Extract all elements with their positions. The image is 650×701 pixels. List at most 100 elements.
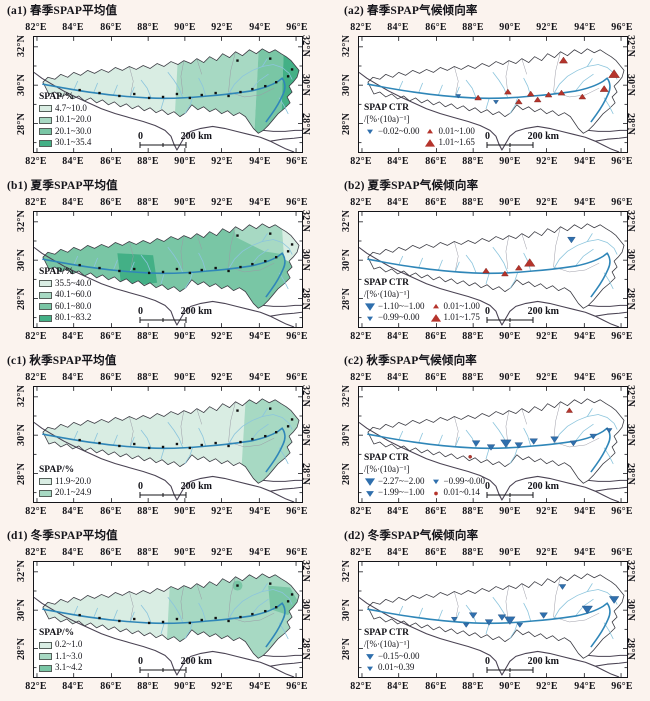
lon-tick-label: 90°E (174, 331, 196, 342)
lon-tick-label: 82°E (350, 22, 372, 33)
trend-down-triangle-marker (504, 616, 516, 625)
subbasin-borders (454, 401, 600, 448)
panel-c1: (c1) 秋季SPAP平均值 82°E 84°E 86°E 88°E 90°E 92°E 9… (0, 350, 325, 525)
lat-tick-label: 30°N (625, 598, 636, 622)
panel-title: (a2) 春季SPAP气候倾向率 (344, 5, 478, 17)
legend-item-label: 80.1~83.2 (55, 312, 92, 323)
main-river (42, 252, 286, 298)
lon-tick-label: 92°E (536, 197, 558, 208)
legend-item-label: 20.1~24.9 (55, 487, 92, 498)
lon-tick-label: 96°E (611, 197, 633, 208)
lon-tick-label: 88°E (462, 681, 484, 692)
legend-color-swatch (39, 280, 52, 288)
legend-item: 1.1~3.0 (39, 651, 82, 663)
legend-item: 4.7~10.0 (39, 103, 91, 115)
trend-down-triangle-marker (484, 619, 494, 626)
trend-up-triangle-marker (515, 98, 523, 105)
map-frame: SPAP/% 4.7~10.0 10.1~20.0 20.1~30.0 30.1~35.… (33, 36, 303, 153)
panel-a1: (a1) 春季SPAP平均值 82°E 84°E 86°E 88°E 90°E 92°E 9… (0, 0, 325, 175)
lon-tick-label: 96°E (286, 156, 308, 167)
subbasin-borders (454, 226, 600, 273)
trend-markers (482, 236, 576, 277)
basin-outline (42, 223, 300, 309)
trend-up-triangle-marker (504, 88, 512, 95)
trend-markers (455, 56, 620, 105)
lon-tick-label: 94°E (249, 372, 271, 383)
lon-tick-label: 96°E (286, 547, 308, 558)
trend-down-triangle-marker (567, 236, 576, 244)
scale-bar-zero: 0 (138, 481, 143, 492)
lon-tick-label: 94°E (574, 681, 596, 692)
trend-down-triangle-marker (569, 440, 578, 447)
legend-color-swatch (39, 291, 52, 299)
axis-ticks (34, 387, 302, 502)
scale-bar-line (486, 317, 534, 323)
legend-item: −2.27~−2.00 (364, 476, 425, 488)
legend-color-swatch (39, 653, 52, 661)
legend-item: 0.2~1.0 (39, 639, 82, 651)
lon-tick-label: 96°E (611, 156, 633, 167)
lon-tick-label: 84°E (62, 156, 84, 167)
legend-color-swatch (39, 303, 52, 311)
map-canvas (359, 387, 627, 502)
lon-tick-label: 82°E (25, 331, 47, 342)
lat-tick-label: 30°N (341, 73, 352, 97)
basin-area (367, 48, 625, 134)
lat-tick-label: 28°N (341, 112, 352, 136)
lat-tick-label: 28°N (300, 462, 311, 486)
trend-up-triangle-marker (558, 56, 568, 64)
basin-area (367, 573, 625, 659)
panel-d2: (d2) 冬季SPAP气候倾向率 82°E 84°E 86°E 88°E 90°E 92°… (325, 525, 650, 700)
lon-tick-label: 82°E (350, 197, 372, 208)
lon-tick-label: 90°E (499, 506, 521, 517)
lon-tick-label: 86°E (425, 197, 447, 208)
scale-bar-line (486, 667, 534, 673)
lon-tick-label: 86°E (100, 22, 122, 33)
trend-down-triangle-marker (462, 622, 470, 628)
lon-tick-label: 96°E (611, 331, 633, 342)
scale-bar: 0 200 km (483, 131, 561, 149)
legend-item: −0.99~0.00 (430, 476, 485, 488)
trend-down-triangle-marker (550, 436, 559, 443)
station-dots (78, 407, 294, 450)
lon-tick-label: 94°E (249, 547, 271, 558)
legend-item: 40.1~60.0 (39, 289, 91, 301)
panel-title: (c1) 秋季SPAP平均值 (7, 355, 117, 367)
legend-down-symbol (364, 303, 376, 312)
lon-tick-label: 86°E (100, 197, 122, 208)
scale-bar-labels: 0 200 km (136, 131, 214, 142)
legend-item: −0.99~0.00 (364, 312, 425, 324)
legend-items-grid: −0.15~0.00 0.01~0.39 (364, 651, 419, 674)
lon-tick-label: 84°E (62, 506, 84, 517)
lon-tick-label: 82°E (350, 681, 372, 692)
legend: SPAP CTR/[%·(10a)⁻¹] −1.10~−1.00 0.01~1.00… (364, 277, 480, 324)
map-canvas (34, 212, 302, 327)
scale-bar-distance: 200 km (180, 481, 212, 492)
scale-bar-labels: 0 200 km (136, 481, 214, 492)
trend-up-triangle-marker (599, 85, 609, 92)
lon-tick-label: 94°E (574, 197, 596, 208)
scale-bar-distance: 200 km (527, 656, 559, 667)
lat-tick-label: 32°N (341, 559, 352, 583)
scale-bar-labels: 0 200 km (483, 656, 561, 667)
scale-bar-distance: 200 km (527, 481, 559, 492)
lat-tick-label: 32°N (16, 209, 27, 233)
trend-down-triangle-marker (605, 428, 613, 434)
lon-tick-label: 92°E (536, 156, 558, 167)
legend-item-label: 35.5~40.0 (55, 277, 92, 288)
lon-tick-label: 96°E (286, 331, 308, 342)
panel-title: (a1) 春季SPAP平均值 (7, 5, 118, 17)
outer-borders (359, 71, 627, 152)
lon-tick-label: 86°E (100, 547, 122, 558)
lon-tick-label: 94°E (574, 22, 596, 33)
basin-outline (367, 573, 625, 659)
trend-up-triangle-marker (565, 407, 573, 413)
panel-title: (d2) 冬季SPAP气候倾向率 (344, 530, 479, 542)
legend-item-label: 30.1~35.4 (55, 137, 92, 148)
main-river (367, 427, 611, 473)
scale-bar-labels: 0 200 km (483, 131, 561, 142)
lon-tick-label: 94°E (574, 547, 596, 558)
lon-tick-label: 86°E (425, 331, 447, 342)
map-frame: SPAP/% 35.5~40.0 40.1~60.0 60.1~80.0 80.1~83… (33, 211, 303, 328)
lon-tick-label: 86°E (425, 156, 447, 167)
